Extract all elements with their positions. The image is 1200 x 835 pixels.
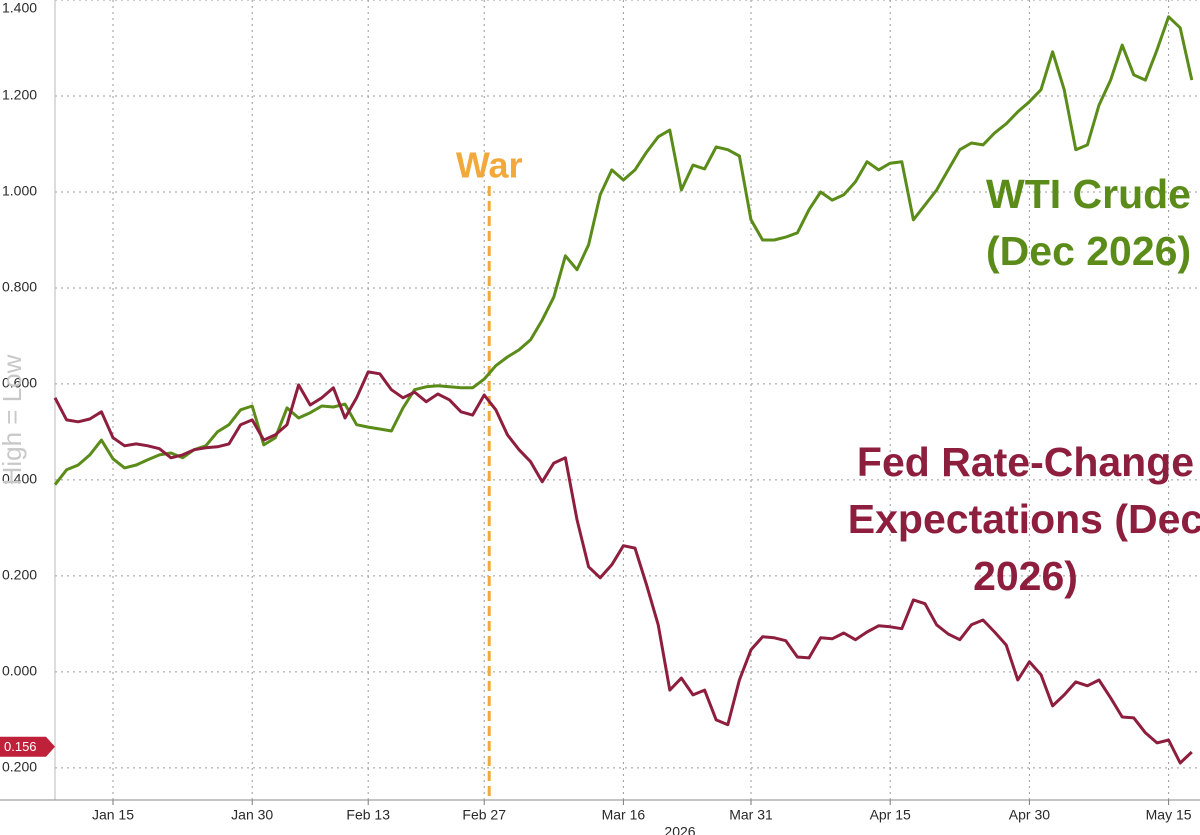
y-tick-label: 0.200 [2,567,37,583]
series-line [53,15,1194,486]
y-tick-label: 0.800 [2,279,37,295]
x-tick-label: Feb 27 [462,807,506,823]
y-tick-label: 1.200 [2,87,37,103]
y-axis-label: High = Low [0,354,27,485]
y-tick-label: 1.000 [2,183,37,199]
y-tick-label: 1.400 [2,0,37,16]
x-tick-label: Jan 30 [231,807,273,823]
event-label: War [456,145,523,186]
x-tick-label: Feb 13 [346,807,390,823]
y-tick-label: 0.200 [2,759,37,775]
value-tag-label: 0.156 [4,739,37,754]
x-tick-label: May 15 [1146,807,1192,823]
y-tick-label: 0.600 [2,375,37,391]
x-tick-label: Mar 16 [602,807,646,823]
y-tick-label: 0.400 [2,471,37,487]
x-tick-label: Mar 31 [729,807,773,823]
series-label: Fed Rate-Change Expectations (Dec 2026) [847,439,1200,599]
y-tick-label: 0.000 [2,663,37,679]
x-tick-label: Jan 15 [92,807,134,823]
series-label: WTI Crude (Dec 2026) [986,171,1192,274]
x-axis-label: 2026 [664,824,695,835]
x-tick-label: Apr 30 [1009,807,1050,823]
value-tag [0,736,55,757]
series-line [53,370,1193,765]
x-tick-label: Apr 15 [870,807,911,823]
